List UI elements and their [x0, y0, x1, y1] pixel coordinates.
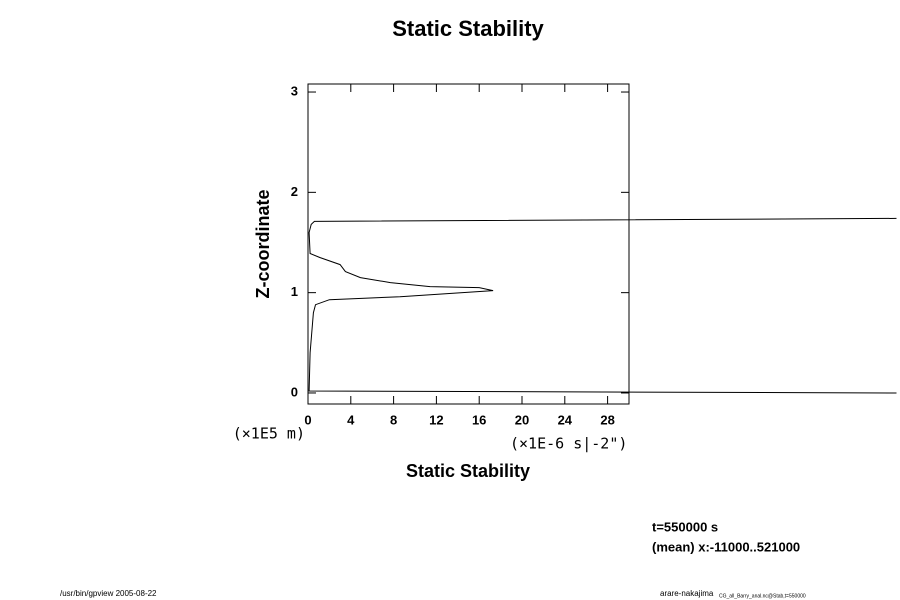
x-tick-label: 28 [600, 412, 614, 427]
x-tick-label: 24 [558, 412, 573, 427]
x-tick-label: 8 [390, 412, 397, 427]
footer: /usr/bin/gpview 2005-08-22 [60, 589, 157, 598]
y-tick-label: 0 [291, 384, 298, 399]
annotation: (mean) x:-11000..521000 [652, 539, 800, 554]
y-tick-label: 2 [291, 184, 298, 199]
x-axis-label: Static Stability [406, 461, 530, 481]
footer: arare-nakajima [660, 589, 714, 598]
profile-line [308, 217, 897, 394]
plot-frame [307, 83, 630, 405]
x-tick-label: 20 [515, 412, 529, 427]
annotation: t=550000 s [652, 519, 718, 534]
x-tick-label: 12 [429, 412, 443, 427]
y-axis-label: Z-coordinate [253, 189, 273, 298]
footer: CG_all_Barry_anal.nc@Stab,t=550000 [719, 593, 806, 599]
x-tick-label: 0 [304, 412, 311, 427]
y-tick-label: 3 [291, 83, 298, 98]
x-tick-label: 4 [347, 412, 355, 427]
y-tick-label: 1 [291, 284, 298, 299]
chart-title: Static Stability [392, 16, 544, 41]
y-unit: (×1E5 m) [233, 425, 305, 443]
x-tick-label: 16 [472, 412, 486, 427]
x-unit: (×1E-6 s|-2") [510, 435, 627, 453]
